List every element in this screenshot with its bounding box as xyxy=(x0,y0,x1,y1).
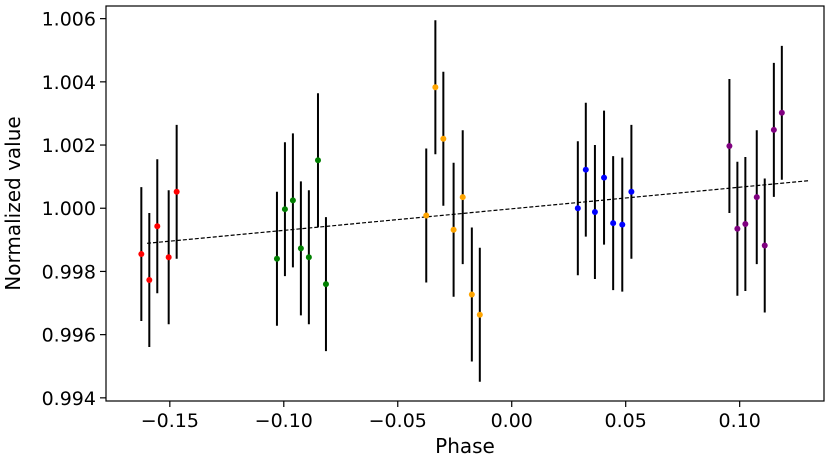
data-point xyxy=(770,126,777,133)
y-tick-label: 1.004 xyxy=(42,72,96,94)
data-point xyxy=(601,174,608,181)
data-point xyxy=(146,276,153,283)
y-tick-label: 1.006 xyxy=(42,9,96,31)
data-point xyxy=(173,188,180,195)
data-point xyxy=(610,220,617,227)
y-tick-label: 1.000 xyxy=(42,198,96,220)
data-point xyxy=(778,109,785,116)
x-tick-label: 0.05 xyxy=(605,410,647,432)
data-point xyxy=(574,205,581,212)
data-point xyxy=(591,209,598,216)
data-point xyxy=(476,311,483,318)
trend-line xyxy=(146,180,809,244)
plot-frame xyxy=(105,5,825,402)
x-tick-label: −0.15 xyxy=(141,410,199,432)
x-tick-label: 0.00 xyxy=(491,410,533,432)
y-axis: 0.994 0.996 0.998 1.000 1.002 1.004 1.006 xyxy=(42,9,106,410)
data-point xyxy=(468,291,475,298)
data-point xyxy=(322,281,329,288)
y-tick-label: 0.998 xyxy=(42,261,96,283)
x-tick-label: 0.10 xyxy=(719,410,761,432)
y-tick-label: 0.994 xyxy=(42,388,96,410)
data-point xyxy=(314,157,321,164)
data-point xyxy=(165,254,172,261)
data-point xyxy=(423,212,430,219)
x-axis: −0.15 −0.10 −0.05 0.00 0.05 0.10 xyxy=(141,401,761,432)
data-point xyxy=(619,221,626,228)
data-point xyxy=(726,142,733,149)
y-tick-label: 0.996 xyxy=(42,325,96,347)
data-point xyxy=(742,221,749,228)
y-tick-label: 1.002 xyxy=(42,135,96,157)
data-point xyxy=(138,251,145,258)
data-point xyxy=(297,245,304,252)
data-point xyxy=(305,254,312,261)
data-point xyxy=(440,135,447,142)
data-point xyxy=(761,242,768,249)
data-point xyxy=(582,166,589,173)
data-point xyxy=(273,255,280,262)
data-point xyxy=(628,188,635,195)
data-point xyxy=(450,226,457,233)
data-point xyxy=(281,206,288,213)
data-point xyxy=(432,84,439,91)
data-point xyxy=(154,223,161,230)
data-point xyxy=(289,197,296,204)
x-axis-label: Phase xyxy=(435,434,495,458)
data-point xyxy=(734,225,741,232)
x-tick-label: −0.05 xyxy=(369,410,427,432)
y-axis-label: Normalized value xyxy=(1,116,25,290)
x-tick-label: −0.10 xyxy=(255,410,313,432)
plot-area xyxy=(138,20,809,382)
data-point xyxy=(753,194,760,201)
data-point xyxy=(459,194,466,201)
